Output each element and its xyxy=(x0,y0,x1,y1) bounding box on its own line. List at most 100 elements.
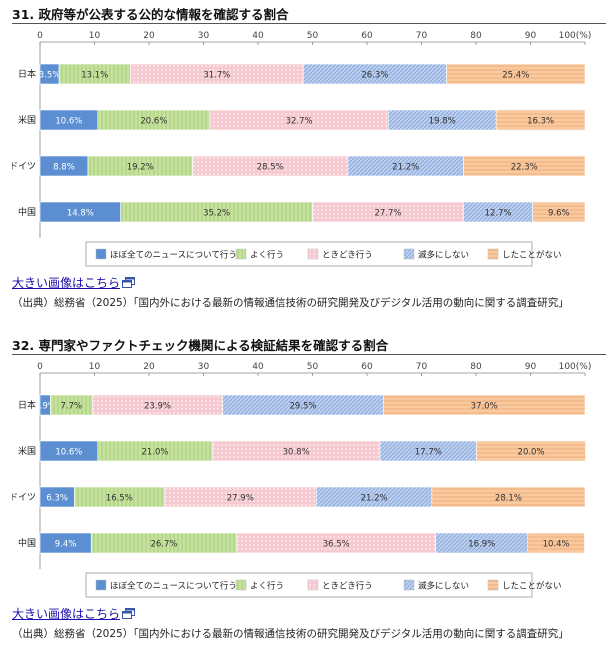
data-label: 30.8% xyxy=(283,448,310,458)
data-label: 12.7% xyxy=(485,209,512,219)
x-tick-label: 60 xyxy=(361,362,373,372)
data-label: 23.9% xyxy=(144,402,171,412)
category-label: ドイツ xyxy=(12,493,36,503)
legend-label: 滅多にしない xyxy=(418,250,469,261)
legend-label: ほぼ全てのニュースについて行う xyxy=(110,581,237,592)
x-tick-label: 100(%) xyxy=(559,31,592,41)
large-image-link[interactable]: 大きい画像はこちら xyxy=(12,276,121,290)
x-tick-label: 10 xyxy=(89,31,101,41)
data-label: 20.6% xyxy=(140,117,167,127)
legend-label: したことがない xyxy=(502,581,562,592)
data-label: 28.1% xyxy=(495,494,522,504)
bar-segment xyxy=(527,532,585,554)
category-label: 米国 xyxy=(18,445,36,457)
legend-swatch xyxy=(487,579,499,591)
x-tick-label: 80 xyxy=(470,31,482,41)
legend-swatch xyxy=(403,248,415,260)
bar-segment xyxy=(383,394,586,416)
data-label: 10.6% xyxy=(55,117,82,127)
x-tick-label: 40 xyxy=(252,362,264,372)
bar-segment xyxy=(495,109,586,131)
data-label: 21.2% xyxy=(392,163,419,173)
category-label: 日本 xyxy=(18,68,36,80)
data-label: 35.2% xyxy=(203,209,230,219)
x-tick-label: 50 xyxy=(307,31,319,41)
x-tick-label: 70 xyxy=(416,362,428,372)
data-label: 32.7% xyxy=(286,117,313,127)
data-label: 16.5% xyxy=(106,494,133,504)
data-label: 26.7% xyxy=(150,540,177,550)
category-label: 中国 xyxy=(18,537,36,549)
x-tick-label: 0 xyxy=(37,362,43,372)
x-tick-label: 80 xyxy=(470,362,482,372)
category-label: ドイツ xyxy=(12,162,36,172)
x-tick-label: 40 xyxy=(252,31,264,41)
x-tick-label: 20 xyxy=(143,31,155,41)
x-tick-label: 20 xyxy=(143,362,155,372)
category-label: 中国 xyxy=(18,206,36,218)
data-label: 36.5% xyxy=(323,540,350,550)
data-label: 29.5% xyxy=(289,402,316,412)
legend-label: よく行う xyxy=(250,250,284,261)
bar-segment xyxy=(446,63,586,85)
bar-segment xyxy=(431,486,586,508)
data-label: 3.5% xyxy=(39,71,61,81)
legend-swatch xyxy=(403,579,415,591)
data-label: 25.4% xyxy=(502,71,529,81)
legend-label: よく行う xyxy=(250,581,284,592)
bar-segment xyxy=(532,201,586,223)
data-label: 10.6% xyxy=(55,448,82,458)
chart-svg: 0 10 20 30 40 50 60 70 80 90 100(%) 日本 3.5% 13.1% 31.7… xyxy=(9,31,592,267)
data-label: 16.9% xyxy=(468,540,495,550)
data-label: 8.8% xyxy=(53,163,75,173)
data-label: 28.5% xyxy=(257,163,284,173)
data-label: 21.0% xyxy=(141,448,168,458)
data-label: 19.2% xyxy=(127,163,154,173)
new-window-icon[interactable] xyxy=(122,274,136,293)
source-citation: （出典）総務省（2025）「国内外における最新の情報通信技術の研究開発及びデジタ… xyxy=(12,628,569,640)
data-label: 1.9% xyxy=(34,402,56,412)
x-tick-label: 60 xyxy=(361,31,373,41)
chart-svg: 0 10 20 30 40 50 60 70 80 90 100(%) 日本1.9% 7.7% 23.9%… xyxy=(9,362,592,598)
legend-swatch xyxy=(95,248,107,260)
data-label: 26.3% xyxy=(361,71,388,81)
stacked-bar-chart: 0 10 20 30 40 50 60 70 80 90 100(%) 日本 1.9% 7.7% 23.9%… xyxy=(9,359,604,601)
section-title: 32. 専門家やファクトチェック機関による検証結果を確認する割合 xyxy=(12,338,389,353)
data-label: 31.7% xyxy=(203,71,230,81)
large-image-link[interactable]: 大きい画像はこちら xyxy=(12,607,121,621)
category-label: 日本 xyxy=(18,399,36,411)
legend-swatch xyxy=(487,248,499,260)
x-tick-label: 10 xyxy=(89,362,101,372)
large-image-link-row: 大きい画像はこちら xyxy=(12,272,136,293)
x-tick-label: 30 xyxy=(198,362,210,372)
legend-swatch xyxy=(307,248,319,260)
x-tick-label: 70 xyxy=(416,31,428,41)
data-label: 13.1% xyxy=(81,71,108,81)
category-label: 米国 xyxy=(18,114,36,126)
legend-swatch xyxy=(307,579,319,591)
data-label: 6.3% xyxy=(46,494,68,504)
data-label: 20.0% xyxy=(518,448,545,458)
x-tick-label: 30 xyxy=(198,31,210,41)
data-label: 10.4% xyxy=(543,540,570,550)
x-tick-label: 90 xyxy=(525,31,537,41)
data-label: 9.6% xyxy=(548,209,570,219)
x-tick-label: 90 xyxy=(525,362,537,372)
legend-swatch xyxy=(95,579,107,591)
legend-label: ときどき行う xyxy=(322,250,373,261)
x-tick-label: 100(%) xyxy=(559,362,592,372)
legend-label: ほぼ全てのニュースについて行う xyxy=(110,250,237,261)
new-window-icon[interactable] xyxy=(122,605,136,624)
chart-section-31: 31. 政府等が公表する公的な情報を確認する割合 0 10 20 30 40 50 60 70… xyxy=(0,4,610,320)
data-label: 14.8% xyxy=(67,209,94,219)
legend-label: 滅多にしない xyxy=(418,581,469,592)
section-divider xyxy=(12,23,606,24)
bar-segment xyxy=(476,440,586,462)
section-divider xyxy=(12,354,606,355)
data-label: 19.8% xyxy=(429,117,456,127)
data-label: 16.3% xyxy=(527,117,554,127)
data-label: 27.9% xyxy=(227,494,254,504)
x-tick-label: 50 xyxy=(307,362,319,372)
data-label: 27.7% xyxy=(374,209,401,219)
data-label: 21.2% xyxy=(361,494,388,504)
